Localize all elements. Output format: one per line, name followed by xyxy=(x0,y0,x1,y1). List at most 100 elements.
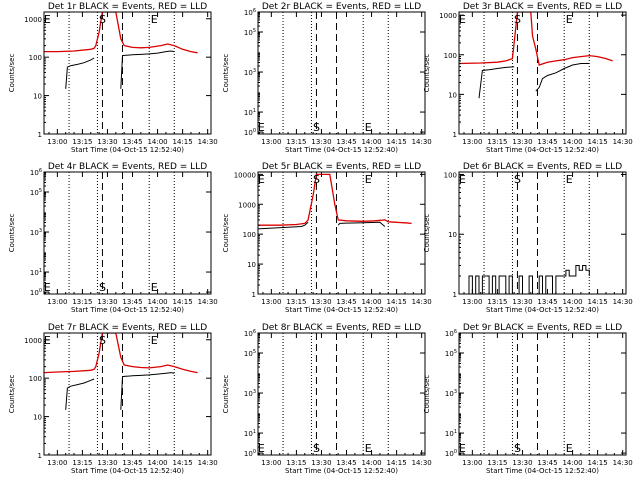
x-tick-label: 14:15 xyxy=(173,298,193,306)
x-tick-label: 13:30 xyxy=(97,138,117,146)
y-tick-label: 10 xyxy=(33,414,42,422)
y-tick-label: 105 xyxy=(30,188,42,197)
x-tick-label: 13:30 xyxy=(311,138,331,146)
panel-title: Det 3r BLACK = Events, RED = LLD xyxy=(463,2,622,12)
x-tick-label: 14:15 xyxy=(588,298,608,306)
lld-series-line xyxy=(44,333,198,374)
y-axis-label: Counts/sec xyxy=(423,54,431,93)
plot-frame xyxy=(458,11,627,135)
x-tick-label: 14:30 xyxy=(198,459,218,467)
x-tick-label: 14:15 xyxy=(387,298,407,306)
x-tick-label: 14:00 xyxy=(361,138,381,146)
x-tick-label: 14:15 xyxy=(588,459,608,467)
y-tick-label: 106 xyxy=(30,168,42,177)
x-tick-label: 14:15 xyxy=(588,138,608,146)
y-tick-label: 103 xyxy=(445,389,457,398)
x-tick-label: 13:45 xyxy=(336,138,356,146)
x-tick-label: 13:15 xyxy=(487,298,507,306)
x-tick-label: 13:30 xyxy=(97,298,117,306)
y-tick-label: 106 xyxy=(445,329,457,338)
x-tick-label: 13:30 xyxy=(311,459,331,467)
x-tick-label: 13:15 xyxy=(487,459,507,467)
y-axis-label: Counts/sec xyxy=(8,54,16,93)
x-tick-label: 14:15 xyxy=(387,138,407,146)
series-group xyxy=(459,12,613,99)
x-tick-label: 13:00 xyxy=(47,459,67,467)
y-tick-label: 101 xyxy=(30,268,42,277)
x-tick-label: 14:00 xyxy=(361,459,381,467)
y-tick-label: 1000 xyxy=(24,16,42,24)
y-tick-label: 10 xyxy=(448,231,457,239)
y-axis-label: Counts/sec xyxy=(423,214,431,253)
x-tick-label: 13:30 xyxy=(311,298,331,306)
x-tick-label: 13:30 xyxy=(512,138,532,146)
series-group xyxy=(44,12,198,89)
x-tick-label: 13:00 xyxy=(47,138,67,146)
x-tick-label: 13:15 xyxy=(487,138,507,146)
x-tick-label: 13:45 xyxy=(537,459,557,467)
marker-label-e: E xyxy=(365,173,372,186)
panel-title: Det 2r BLACK = Events, RED = LLD xyxy=(262,2,421,12)
marker-label-s: S xyxy=(514,173,521,186)
x-tick-label: 13:45 xyxy=(122,298,142,306)
y-tick-label: 100 xyxy=(444,171,457,179)
marker-label-s: S xyxy=(514,442,521,455)
y-axis-label: Counts/sec xyxy=(222,54,230,93)
y-tick-label: 100 xyxy=(243,231,256,239)
plot-frame xyxy=(43,11,212,135)
y-tick-label: 10 xyxy=(247,261,256,269)
x-tick-label: 14:00 xyxy=(147,459,167,467)
marker-label-e: E xyxy=(459,13,466,26)
events-series-line xyxy=(478,66,515,99)
y-tick-label: 1 xyxy=(453,131,457,139)
x-tick-label: 13:45 xyxy=(537,298,557,306)
y-tick-label: 10000 xyxy=(234,171,256,179)
x-tick-label: 14:30 xyxy=(198,138,218,146)
marker-label-e: E xyxy=(566,442,573,455)
y-axis-label: Counts/sec xyxy=(8,375,16,414)
y-tick-label: 101 xyxy=(445,429,457,438)
x-tick-label: 13:15 xyxy=(72,138,92,146)
x-tick-label: 14:00 xyxy=(562,138,582,146)
marker-label-s: S xyxy=(99,281,106,294)
x-tick-label: 14:30 xyxy=(613,459,633,467)
x-axis-label: Start Time (04-Oct-15 12:52:40) xyxy=(486,306,599,314)
detector-panel-4: Det 4r BLACK = Events, RED = LLD E S E 13:00… xyxy=(8,162,218,314)
x-tick-label: 13:30 xyxy=(512,298,532,306)
events-series-line xyxy=(65,57,95,89)
y-tick-label: 10 xyxy=(448,91,457,99)
x-tick-label: 14:15 xyxy=(387,459,407,467)
y-tick-label: 10 xyxy=(33,93,42,101)
x-tick-label: 13:00 xyxy=(47,298,67,306)
marker-label-e: E xyxy=(258,121,265,134)
marker-label-e: E xyxy=(151,13,158,26)
y-axis-label: Counts/sec xyxy=(222,214,230,253)
lld-series-line xyxy=(258,173,412,226)
marker-label-e: E xyxy=(365,121,372,134)
detector-panel-9: Det 9r BLACK = Events, RED = LLD E S E 13:00… xyxy=(423,323,633,475)
y-tick-label: 101 xyxy=(244,429,256,438)
y-tick-label: 103 xyxy=(30,228,42,237)
marker-label-e: E xyxy=(258,442,265,455)
x-axis-label: Start Time (04-Oct-15 12:52:40) xyxy=(285,306,398,314)
x-tick-label: 14:00 xyxy=(147,298,167,306)
x-tick-label: 14:00 xyxy=(147,138,167,146)
detector-panel-2: Det 2r BLACK = Events, RED = LLD E S E 13:00… xyxy=(222,2,432,154)
events-series-line xyxy=(120,50,175,89)
marker-label-e: E xyxy=(566,13,573,26)
y-tick-label: 100 xyxy=(244,449,256,458)
plot-frame xyxy=(43,332,212,456)
x-tick-label: 13:00 xyxy=(261,138,281,146)
panel-title: Det 7r BLACK = Events, RED = LLD xyxy=(48,323,207,333)
marker-label-s: S xyxy=(99,13,106,26)
x-tick-label: 14:00 xyxy=(361,298,381,306)
y-tick-label: 106 xyxy=(244,329,256,338)
marker-label-s: S xyxy=(313,442,320,455)
y-axis-label: Counts/sec xyxy=(423,375,431,414)
marker-label-s: S xyxy=(99,334,106,347)
marker-label-s: S xyxy=(514,13,521,26)
y-tick-label: 100 xyxy=(444,52,457,60)
